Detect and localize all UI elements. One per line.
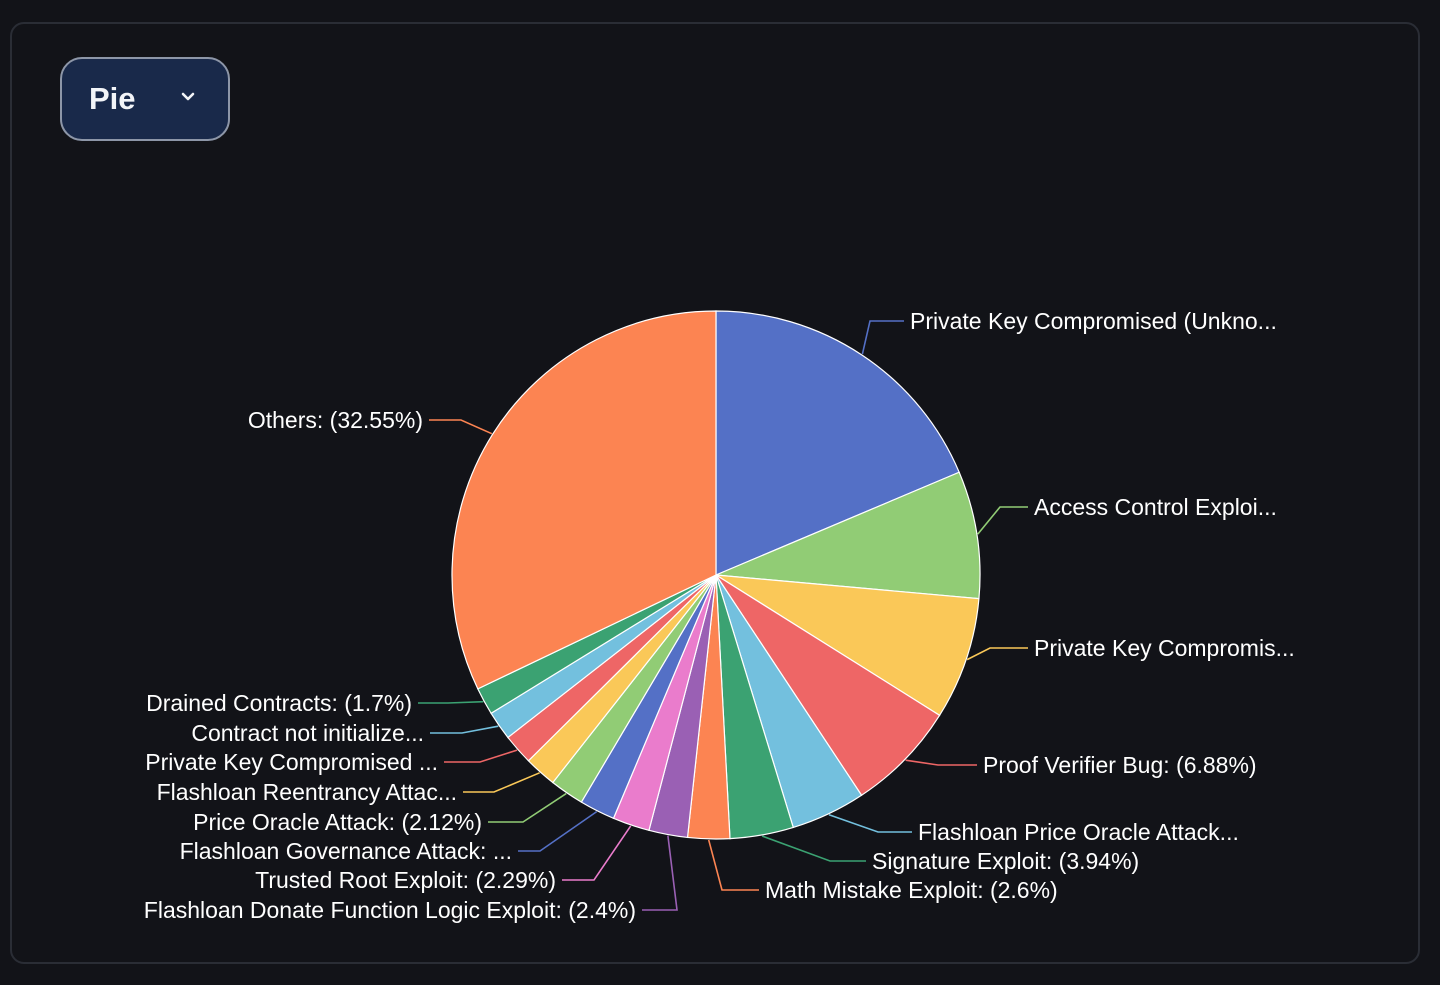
- pie-leader-line: [977, 506, 1028, 535]
- pie-leader-line: [905, 759, 977, 766]
- pie-slice-label: Private Key Compromis...: [1034, 635, 1295, 661]
- pie-leader-line: [761, 835, 866, 862]
- pie-slice-label: Signature Exploit: (3.94%): [872, 848, 1139, 874]
- chart-type-select-value: Pie: [89, 81, 136, 116]
- pie-leader-line: [861, 320, 904, 355]
- chevron-down-icon: [181, 92, 195, 101]
- pie-slice-label: Flashloan Price Oracle Attack...: [918, 819, 1239, 845]
- pie-slice[interactable]: [715, 574, 980, 717]
- pie-slice-label: Flashloan Reentrancy Attac...: [157, 779, 457, 805]
- pie-leader-line: [562, 825, 632, 881]
- pie-slice-label: Flashloan Donate Function Logic Exploit:…: [144, 897, 636, 923]
- pie-slice-label: Contract not initialize...: [191, 720, 424, 746]
- pie-leader-line: [518, 810, 598, 852]
- pie-slice[interactable]: [715, 310, 960, 576]
- pie-leader-line: [966, 647, 1028, 661]
- pie-slice-label: Others: (32.55%): [248, 407, 423, 433]
- pie-slice-label: Price Oracle Attack: (2.12%): [193, 809, 482, 835]
- pie-leader-line: [429, 419, 493, 435]
- pie-slice[interactable]: [715, 471, 981, 600]
- pie-slice-label: Private Key Compromised ...: [145, 749, 438, 775]
- pie-leader-line: [488, 792, 567, 823]
- pie-leader-line: [444, 749, 518, 763]
- pie-leader-line: [642, 835, 678, 911]
- pie-leader-line: [418, 700, 484, 704]
- pie-slice-label: Flashloan Governance Attack: ...: [180, 838, 512, 864]
- pie-slice-label: Math Mistake Exploit: (2.6%): [765, 877, 1058, 903]
- pie-slice-label: Access Control Exploi...: [1034, 494, 1277, 520]
- pie-slice-label: Private Key Compromised (Unkno...: [910, 308, 1277, 334]
- pie-slice[interactable]: [715, 574, 941, 797]
- chart-type-select[interactable]: Pie: [60, 57, 230, 141]
- pie-leader-line: [463, 772, 540, 793]
- pie-slice-label: Proof Verifier Bug: (6.88%): [983, 752, 1257, 778]
- pie-leader-line: [707, 839, 759, 891]
- pie-leader-line: [828, 813, 912, 833]
- pie-slice-label: Drained Contracts: (1.7%): [146, 690, 412, 716]
- pie-slice-label: Trusted Root Exploit: (2.29%): [255, 867, 556, 893]
- pie-leader-line: [430, 725, 499, 734]
- pie-slice[interactable]: [451, 310, 717, 690]
